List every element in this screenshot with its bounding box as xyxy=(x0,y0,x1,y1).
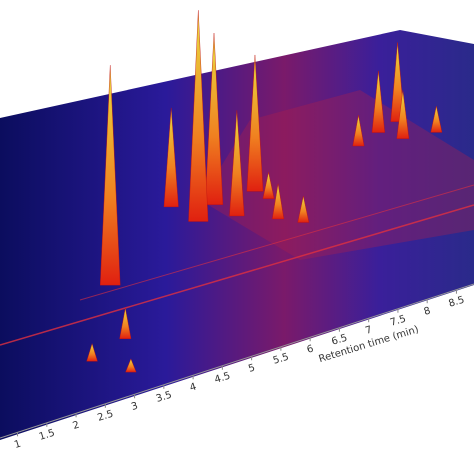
peak xyxy=(430,105,443,133)
x-tick-label: 8 xyxy=(423,305,432,317)
peak xyxy=(163,107,179,208)
x-tick-label: 1 xyxy=(13,439,22,451)
x-tick-label: 1.5 xyxy=(38,428,56,443)
peak xyxy=(272,183,285,220)
x-tick-label: 4.5 xyxy=(213,371,231,386)
x-tick-label: 8.5 xyxy=(447,295,465,310)
x-tick-label: 2 xyxy=(72,420,81,432)
x-tick-label: 7.5 xyxy=(389,314,407,329)
peak xyxy=(262,172,275,199)
peak xyxy=(204,33,224,205)
x-tick-label: 5 xyxy=(247,363,256,375)
peak xyxy=(100,65,121,286)
peak xyxy=(125,358,137,373)
peak xyxy=(246,54,264,192)
x-axis xyxy=(0,283,474,439)
peak xyxy=(352,115,365,147)
x-tick-label: 3.5 xyxy=(155,390,173,405)
x-tick-label: 4 xyxy=(189,382,198,394)
peak xyxy=(188,10,209,222)
streak xyxy=(79,184,474,301)
streak xyxy=(0,204,474,346)
peak xyxy=(86,343,98,362)
x-tick-label: 5.5 xyxy=(272,352,290,367)
peak xyxy=(390,42,405,122)
x-tick-label: 7 xyxy=(364,325,373,337)
peak xyxy=(396,90,410,139)
x-tick-label: 3 xyxy=(130,401,139,413)
x-tick-label: 6 xyxy=(306,344,315,356)
x-tick-label: 6.5 xyxy=(330,333,348,348)
x-tick-label: 2.5 xyxy=(96,409,114,424)
peak xyxy=(371,70,386,133)
peak xyxy=(229,110,245,217)
peak xyxy=(297,196,310,223)
peak xyxy=(119,307,132,339)
